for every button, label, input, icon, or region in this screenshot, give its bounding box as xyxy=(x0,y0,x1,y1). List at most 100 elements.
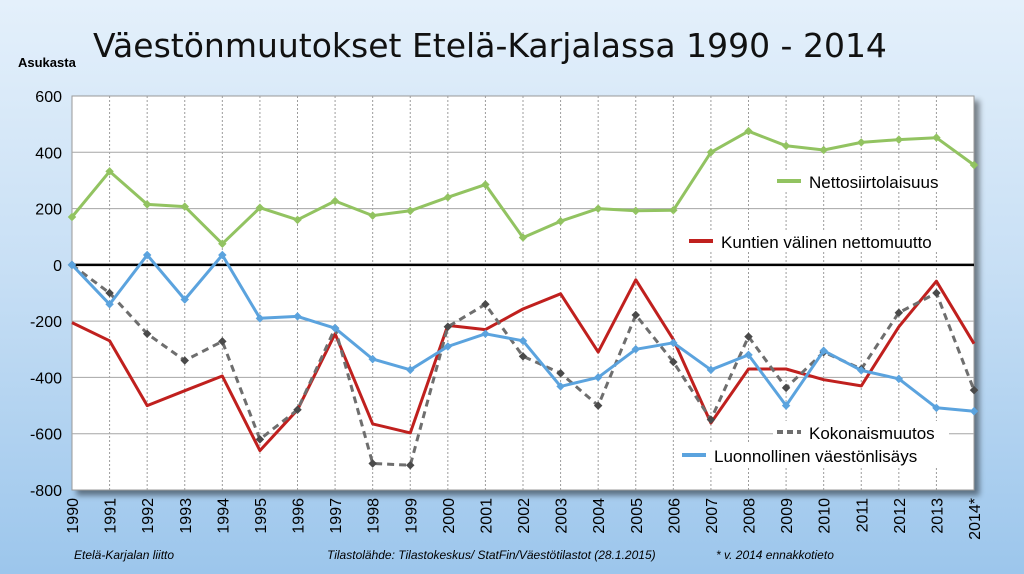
data-point xyxy=(255,435,265,444)
data-point xyxy=(180,295,189,304)
data-point xyxy=(593,373,603,382)
data-point xyxy=(218,250,227,260)
data-point xyxy=(706,365,716,375)
data-point xyxy=(631,310,640,320)
data-point xyxy=(368,211,377,220)
legend-label: Kuntien välinen nettomuutto xyxy=(721,233,932,252)
footer-source: Tilastolähde: Tilastokeskus/ StatFin/Väe… xyxy=(327,548,656,562)
data-point xyxy=(593,401,603,410)
data-point xyxy=(894,374,904,384)
footer-source-org: Etelä-Karjalan liitto xyxy=(74,548,175,562)
data-point xyxy=(406,460,415,470)
footer-note: * v. 2014 ennakkotieto xyxy=(716,548,834,562)
y-tick-label: 0 xyxy=(53,258,62,275)
x-tick-label: 1992 xyxy=(140,498,157,534)
x-tick-label: 1991 xyxy=(103,498,120,534)
legend-label: Nettosiirtolaisuus xyxy=(809,173,938,192)
legend-background xyxy=(773,170,953,192)
data-point xyxy=(481,329,490,339)
data-point xyxy=(932,288,941,298)
data-point xyxy=(330,323,340,333)
series-line-2 xyxy=(71,278,976,453)
x-tick-label: 2007 xyxy=(704,498,721,534)
legend-background xyxy=(685,230,955,252)
x-tick-label: 2010 xyxy=(817,498,834,534)
x-tick-label: 2008 xyxy=(742,498,759,534)
y-tick-label: -600 xyxy=(30,427,62,444)
y-tick-label: 400 xyxy=(35,145,62,162)
x-tick-label: 2006 xyxy=(666,498,683,534)
y-tick-label: 600 xyxy=(35,89,62,106)
y-tick-label: 200 xyxy=(35,202,62,219)
x-tick-label: 1996 xyxy=(291,498,308,534)
data-point xyxy=(406,365,415,375)
data-point xyxy=(293,312,302,321)
x-tick-label: 1998 xyxy=(366,498,383,534)
data-point xyxy=(932,403,941,413)
data-point xyxy=(556,368,565,378)
data-point xyxy=(669,357,678,367)
legend-background xyxy=(678,444,948,466)
data-point xyxy=(518,336,528,346)
data-point xyxy=(142,250,152,260)
data-point xyxy=(781,401,791,410)
x-tick-label: 2005 xyxy=(629,498,646,534)
x-tick-label: 2003 xyxy=(554,498,571,534)
data-point xyxy=(218,337,227,346)
data-point xyxy=(105,300,114,309)
data-point xyxy=(330,196,340,206)
x-tick-label: 2011 xyxy=(854,498,871,533)
x-tick-label: 1997 xyxy=(328,498,345,534)
chart-title: Väestönmuutokset Etelä-Karjalassa 1990 -… xyxy=(93,26,887,65)
data-point xyxy=(443,193,453,202)
data-point xyxy=(368,354,377,364)
x-tick-label: 2012 xyxy=(892,498,909,534)
x-tick-label: 2000 xyxy=(441,498,458,534)
data-point xyxy=(706,415,716,424)
data-point xyxy=(781,383,791,393)
x-tick-label: 2004 xyxy=(591,498,608,534)
data-point xyxy=(969,385,979,395)
data-point xyxy=(180,356,189,365)
data-point xyxy=(969,406,979,416)
data-point xyxy=(556,382,565,391)
x-tick-label: 2014* xyxy=(967,498,984,540)
x-tick-label: 1994 xyxy=(215,498,232,534)
data-point xyxy=(105,288,114,298)
data-point xyxy=(142,329,152,339)
data-point xyxy=(368,459,377,468)
data-point xyxy=(255,203,265,212)
data-point xyxy=(406,206,415,216)
x-tick-label: 1999 xyxy=(403,498,420,534)
data-point xyxy=(857,366,866,375)
data-point xyxy=(819,346,828,355)
data-point xyxy=(443,342,453,351)
data-point xyxy=(293,405,302,415)
data-point xyxy=(142,200,152,209)
x-tick-label: 2001 xyxy=(478,498,495,534)
x-tick-label: 1995 xyxy=(253,498,270,534)
data-point xyxy=(481,300,490,309)
data-point xyxy=(744,350,753,360)
data-point xyxy=(669,338,678,348)
data-point xyxy=(255,314,265,323)
legend-label: Luonnollinen väestönlisäys xyxy=(714,447,917,466)
data-point xyxy=(180,202,189,211)
data-point xyxy=(631,345,640,354)
data-point xyxy=(518,352,528,361)
y-axis-label: Asukasta xyxy=(18,55,76,70)
y-tick-label: -800 xyxy=(30,483,62,500)
x-tick-label: 2002 xyxy=(516,498,533,534)
x-tick-label: 2009 xyxy=(779,498,796,534)
data-point xyxy=(481,180,490,189)
data-point xyxy=(443,322,453,332)
y-tick-label: -400 xyxy=(30,370,62,387)
x-tick-label: 1993 xyxy=(178,498,195,534)
legend-background xyxy=(773,421,949,443)
y-tick-label: -200 xyxy=(30,314,62,331)
data-point xyxy=(105,167,114,176)
data-point xyxy=(293,215,302,225)
x-tick-label: 2013 xyxy=(929,498,946,534)
data-point xyxy=(218,239,227,248)
